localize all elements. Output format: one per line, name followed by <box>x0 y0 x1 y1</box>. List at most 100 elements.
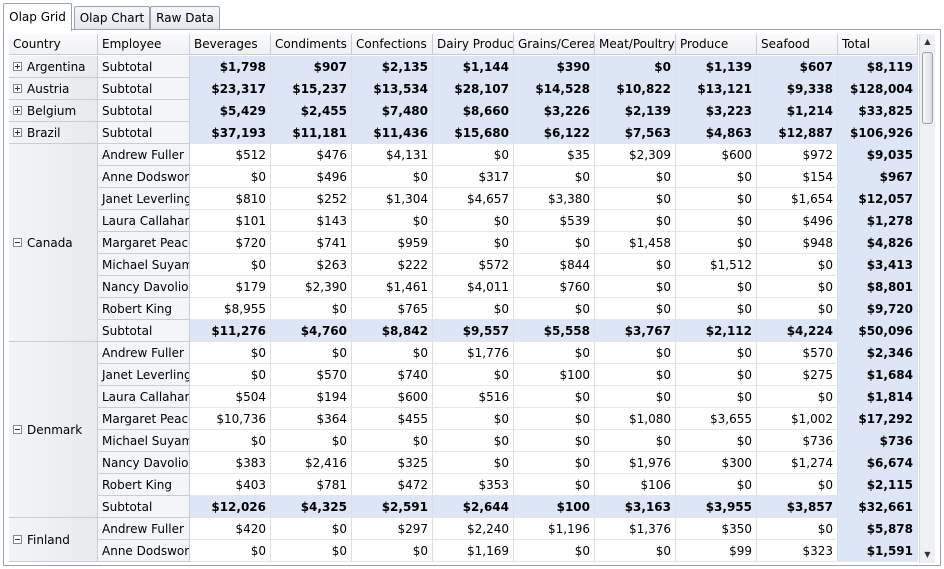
value-cell[interactable]: $0 <box>595 364 676 386</box>
vertical-scrollbar[interactable]: ▲ ▼ <box>919 34 935 563</box>
value-cell[interactable]: $0 <box>190 254 271 276</box>
value-cell[interactable]: $0 <box>352 166 433 188</box>
value-cell[interactable]: $3,163 <box>595 496 676 518</box>
value-cell[interactable]: $3,955 <box>676 496 757 518</box>
value-cell[interactable]: $222 <box>352 254 433 276</box>
value-cell[interactable]: $907 <box>271 56 352 78</box>
value-cell[interactable]: $1,512 <box>676 254 757 276</box>
value-cell[interactable]: $0 <box>514 298 595 320</box>
value-cell[interactable]: $600 <box>676 144 757 166</box>
value-cell[interactable]: $8,955 <box>190 298 271 320</box>
value-cell[interactable]: $0 <box>514 386 595 408</box>
value-cell[interactable]: $263 <box>271 254 352 276</box>
value-cell[interactable]: $10,736 <box>190 408 271 430</box>
value-cell[interactable]: $0 <box>676 166 757 188</box>
value-cell[interactable]: $2,240 <box>433 518 514 540</box>
value-cell[interactable]: $390 <box>514 56 595 78</box>
value-cell[interactable]: $2,135 <box>352 56 433 78</box>
value-cell[interactable]: $2,644 <box>433 496 514 518</box>
value-cell[interactable]: $0 <box>190 430 271 452</box>
value-cell[interactable]: $0 <box>190 166 271 188</box>
value-cell[interactable]: $572 <box>433 254 514 276</box>
value-cell[interactable]: $472 <box>352 474 433 496</box>
value-cell[interactable]: $570 <box>757 342 838 364</box>
expand-icon[interactable] <box>13 84 22 93</box>
value-cell[interactable]: $179 <box>190 276 271 298</box>
value-cell[interactable]: $300 <box>676 452 757 474</box>
value-cell[interactable]: $476 <box>271 144 352 166</box>
total-cell[interactable]: $9,720 <box>838 298 918 320</box>
column-header-seafood[interactable]: Seafood <box>757 34 838 55</box>
expand-icon[interactable] <box>13 62 22 71</box>
value-cell[interactable]: $0 <box>433 408 514 430</box>
value-cell[interactable]: $100 <box>514 496 595 518</box>
value-cell[interactable]: $3,223 <box>676 100 757 122</box>
value-cell[interactable]: $9,557 <box>433 320 514 342</box>
value-cell[interactable]: $0 <box>595 210 676 232</box>
value-cell[interactable]: $1,304 <box>352 188 433 210</box>
total-cell[interactable]: $33,825 <box>838 100 918 122</box>
value-cell[interactable]: $6,122 <box>514 122 595 144</box>
value-cell[interactable]: $15,680 <box>433 122 514 144</box>
value-cell[interactable]: $194 <box>271 386 352 408</box>
value-cell[interactable]: $3,226 <box>514 100 595 122</box>
tab-olap-grid[interactable]: Olap Grid <box>3 3 72 31</box>
value-cell[interactable]: $0 <box>595 254 676 276</box>
total-cell[interactable]: $6,674 <box>838 452 918 474</box>
value-cell[interactable]: $4,760 <box>271 320 352 342</box>
value-cell[interactable]: $570 <box>271 364 352 386</box>
value-cell[interactable]: $2,591 <box>352 496 433 518</box>
value-cell[interactable]: $0 <box>676 430 757 452</box>
value-cell[interactable]: $1,169 <box>433 540 514 562</box>
value-cell[interactable]: $0 <box>433 210 514 232</box>
value-cell[interactable]: $740 <box>352 364 433 386</box>
scroll-down-arrow-icon[interactable]: ▼ <box>924 550 931 559</box>
value-cell[interactable]: $0 <box>676 342 757 364</box>
value-cell[interactable]: $0 <box>595 56 676 78</box>
value-cell[interactable]: $0 <box>190 540 271 562</box>
tab-raw-data[interactable]: Raw Data <box>150 6 220 30</box>
value-cell[interactable]: $3,380 <box>514 188 595 210</box>
total-cell[interactable]: $5,878 <box>838 518 918 540</box>
value-cell[interactable]: $496 <box>271 166 352 188</box>
column-header-grains-cereals[interactable]: Grains/Cereals <box>514 34 595 55</box>
value-cell[interactable]: $420 <box>190 518 271 540</box>
value-cell[interactable]: $455 <box>352 408 433 430</box>
total-cell[interactable]: $2,346 <box>838 342 918 364</box>
value-cell[interactable]: $720 <box>190 232 271 254</box>
value-cell[interactable]: $23,317 <box>190 78 271 100</box>
column-header-produce[interactable]: Produce <box>676 34 757 55</box>
value-cell[interactable]: $11,276 <box>190 320 271 342</box>
column-header-confections[interactable]: Confections <box>352 34 433 55</box>
collapse-icon[interactable] <box>13 238 22 247</box>
value-cell[interactable]: $0 <box>757 474 838 496</box>
total-cell[interactable]: $50,096 <box>838 320 918 342</box>
value-cell[interactable]: $100 <box>514 364 595 386</box>
row-header-employee[interactable]: Employee <box>98 34 190 55</box>
value-cell[interactable]: $972 <box>757 144 838 166</box>
value-cell[interactable]: $0 <box>271 342 352 364</box>
value-cell[interactable]: $0 <box>676 386 757 408</box>
value-cell[interactable]: $0 <box>271 540 352 562</box>
value-cell[interactable]: $0 <box>352 540 433 562</box>
total-cell[interactable]: $1,278 <box>838 210 918 232</box>
value-cell[interactable]: $504 <box>190 386 271 408</box>
total-cell[interactable]: $128,004 <box>838 78 918 100</box>
value-cell[interactable]: $1,196 <box>514 518 595 540</box>
value-cell[interactable]: $0 <box>514 430 595 452</box>
value-cell[interactable]: $948 <box>757 232 838 254</box>
total-cell[interactable]: $3,413 <box>838 254 918 276</box>
value-cell[interactable]: $0 <box>595 298 676 320</box>
value-cell[interactable]: $35 <box>514 144 595 166</box>
value-cell[interactable]: $0 <box>433 232 514 254</box>
value-cell[interactable]: $1,274 <box>757 452 838 474</box>
value-cell[interactable]: $37,193 <box>190 122 271 144</box>
value-cell[interactable]: $0 <box>433 430 514 452</box>
value-cell[interactable]: $959 <box>352 232 433 254</box>
value-cell[interactable]: $0 <box>514 452 595 474</box>
value-cell[interactable]: $2,416 <box>271 452 352 474</box>
value-cell[interactable]: $101 <box>190 210 271 232</box>
value-cell[interactable]: $760 <box>514 276 595 298</box>
value-cell[interactable]: $317 <box>433 166 514 188</box>
value-cell[interactable]: $8,842 <box>352 320 433 342</box>
